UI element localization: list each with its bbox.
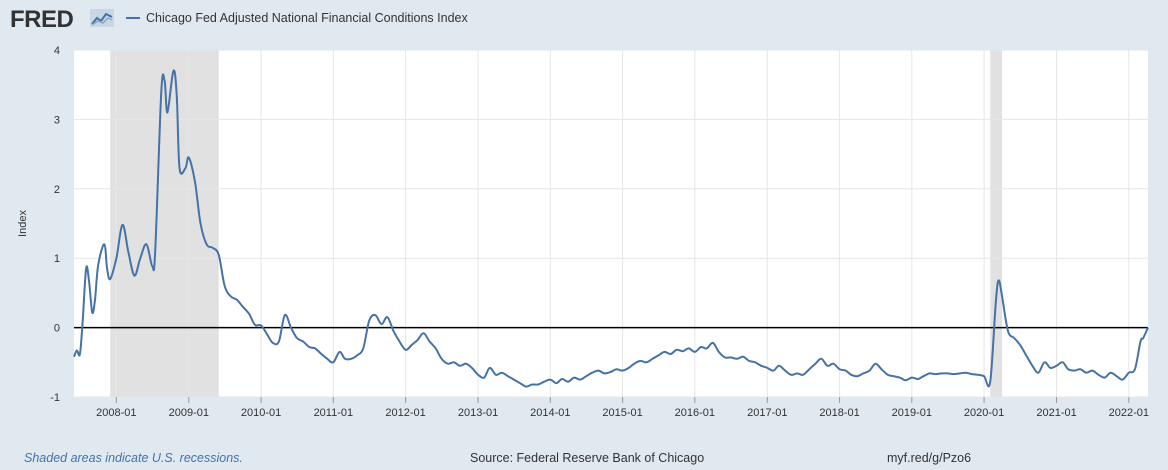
recession-band xyxy=(990,50,1003,397)
x-tick-label: 2011-01 xyxy=(314,407,354,419)
series-line[interactable] xyxy=(73,69,1149,388)
y-tick-label: 2 xyxy=(54,184,60,196)
x-tick-label: 2015-01 xyxy=(602,407,642,419)
line-chart-icon xyxy=(90,9,114,27)
recession-note: Shaded areas indicate U.S. recessions. xyxy=(24,451,243,465)
chart-area[interactable]: -1 0 1 2 3 4 2008-01 2009-01 2010-01 2011-01 2012… xyxy=(0,0,1168,440)
y-tick-label: 4 xyxy=(54,45,60,57)
x-tick-label: 2022-01 xyxy=(1109,407,1149,419)
y-tick-label: -1 xyxy=(50,392,60,404)
x-tick-label: 2012-01 xyxy=(385,407,425,419)
plot-background xyxy=(74,50,1148,397)
x-tick-label: 2010-01 xyxy=(241,407,281,419)
x-tick-label: 2019-01 xyxy=(892,407,932,419)
y-tick-label: 1 xyxy=(54,253,60,265)
y-tick-labels: -1 0 1 2 3 4 xyxy=(50,45,60,404)
x-tick-label: 2014-01 xyxy=(530,407,570,419)
legend-label: Chicago Fed Adjusted National Financial … xyxy=(146,11,468,25)
x-tick-label: 2018-01 xyxy=(819,407,859,419)
x-tick-label: 2020-01 xyxy=(964,407,1004,419)
x-tick-label: 2016-01 xyxy=(675,407,715,419)
x-tick-label: 2013-01 xyxy=(458,407,498,419)
source-note: Source: Federal Reserve Bank of Chicago xyxy=(470,451,705,465)
y-tick-label: 0 xyxy=(54,323,60,335)
x-tick-marks xyxy=(115,397,1130,403)
y-axis-label: Index xyxy=(17,210,29,237)
x-tick-label: 2017-01 xyxy=(747,407,787,419)
chart-legend[interactable]: Chicago Fed Adjusted National Financial … xyxy=(126,11,468,25)
recession-band xyxy=(110,50,219,397)
x-tick-labels: 2008-01 2009-01 2010-01 2011-01 2012-01 2013-… xyxy=(96,407,1149,419)
short-url-link[interactable]: myf.red/g/Pzo6 xyxy=(887,451,972,465)
chart-header: FRED Chicago Fed Adjusted National Finan… xyxy=(0,0,1168,40)
fred-logo[interactable]: FRED xyxy=(10,6,74,33)
x-tick-label: 2008-01 xyxy=(96,407,136,419)
legend-swatch xyxy=(126,17,140,19)
y-gridlines xyxy=(74,49,1148,398)
y-tick-label: 3 xyxy=(54,114,60,126)
x-gridlines xyxy=(115,50,1130,397)
x-tick-label: 2021-01 xyxy=(1036,407,1076,419)
x-tick-label: 2009-01 xyxy=(169,407,209,419)
